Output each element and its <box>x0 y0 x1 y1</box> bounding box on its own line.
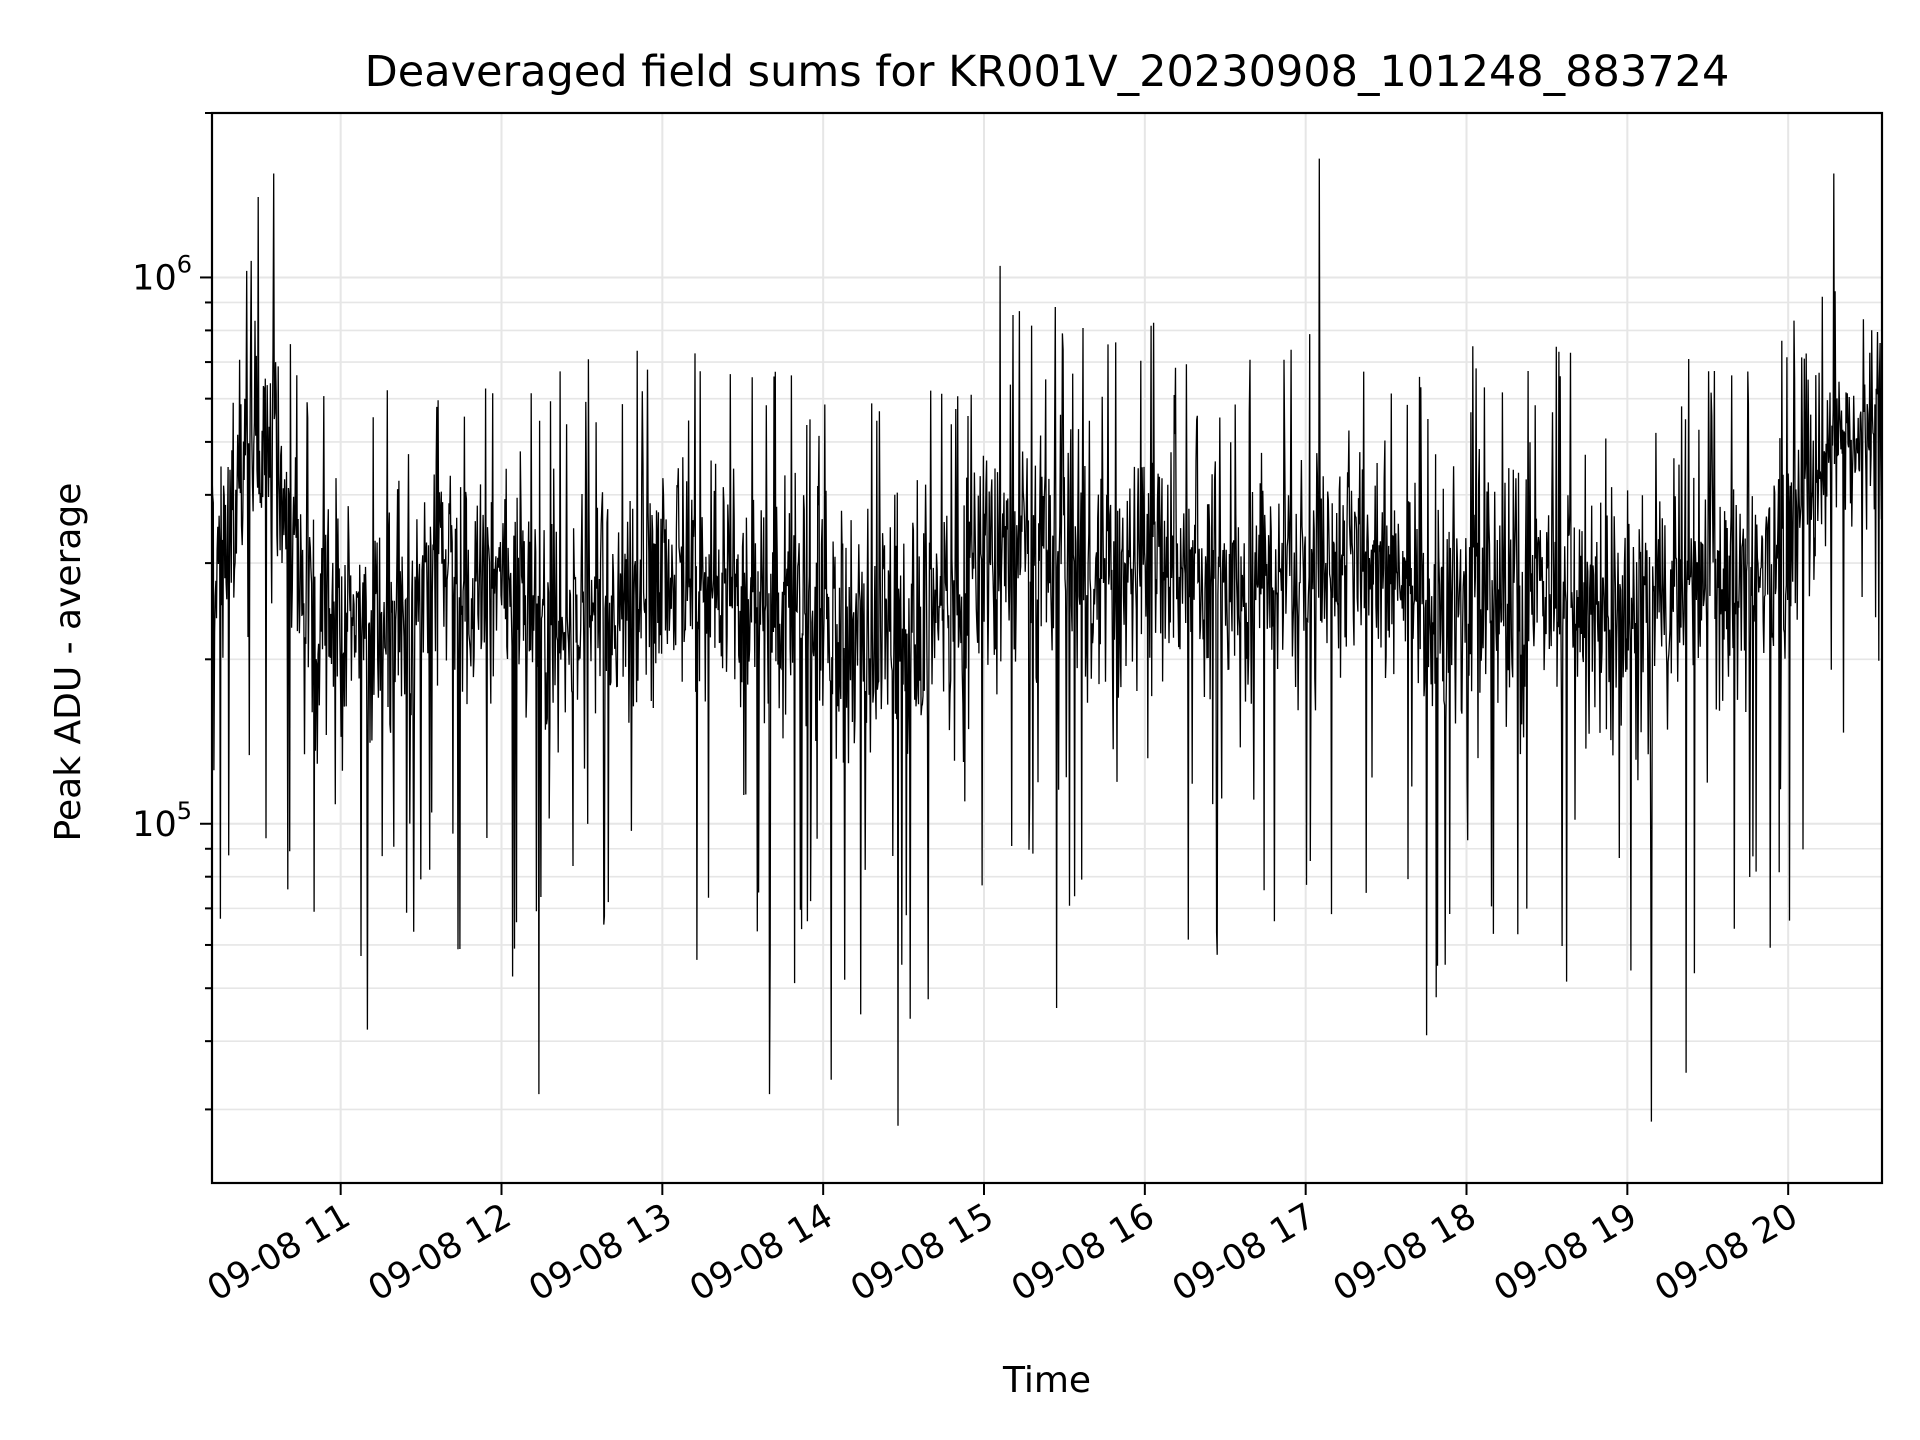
y-tick-label-exponent: 5 <box>177 797 192 825</box>
y-tick-label-base: 10 <box>132 258 177 298</box>
series-line <box>211 158 1883 1126</box>
y-axis-label: Peak ADU - average <box>48 483 89 842</box>
y-tick-label-exponent: 6 <box>177 250 192 278</box>
series-layer <box>211 158 1883 1126</box>
y-tick-label: 106 <box>132 250 192 298</box>
chart-title: Deaveraged field sums for KR001V_2023090… <box>365 47 1730 97</box>
y-tick-label-base: 10 <box>132 805 177 845</box>
plot-frame <box>210 111 1884 1185</box>
y-tick-label: 105 <box>132 797 192 845</box>
x-axis-label: Time <box>1002 1360 1091 1401</box>
